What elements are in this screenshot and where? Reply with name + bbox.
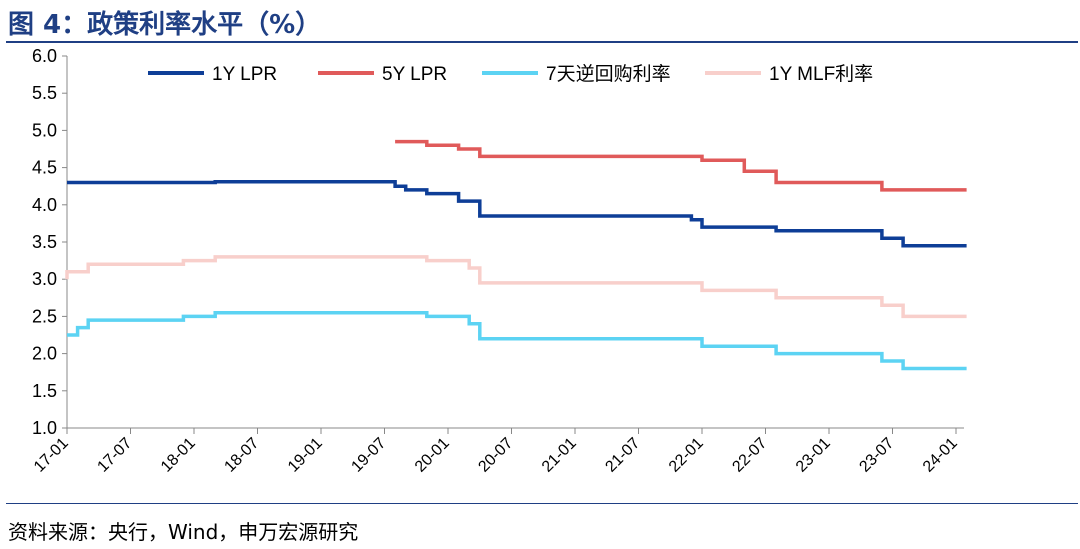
series-line [67,310,967,371]
x-tick-label: 22-01 [666,435,707,476]
x-tick-label: 20-07 [475,435,516,476]
x-tick-label: 23-01 [793,435,834,476]
y-tick-label: 1.5 [32,381,57,401]
y-tick-label: 5.0 [32,120,57,140]
figure-title: 图 4：政策利率水平（%） [8,10,322,40]
x-tick-label: 19-07 [348,435,389,476]
series-line [67,179,967,248]
legend-label: 7天逆回购利率 [546,63,671,85]
x-tick-label: 21-01 [539,435,580,476]
bottom-divider [6,503,1078,504]
x-tick-label: 18-01 [158,435,199,476]
x-tick-label: 24-01 [920,435,961,476]
series-line [395,139,967,192]
chart-axes: 1.0 1.5 2.0 2.5 3.0 3.5 4.0 4.5 5.0 5.5 6.0 17-01 17… [31,46,964,476]
x-tick-label: 19-01 [285,435,326,476]
y-tick-label: 3.5 [32,232,57,252]
legend-label: 5Y LPR [382,64,447,85]
y-tick-label: 4.5 [32,158,57,178]
y-tick-label: 2.5 [32,306,57,326]
source-note: 资料来源：央行，Wind，申万宏源研究 [8,520,359,544]
x-tick-label: 18-07 [221,435,262,476]
x-tick-label: 22-07 [729,435,770,476]
x-tick-label: 21-07 [602,435,643,476]
legend-label: 1Y MLF利率 [769,63,873,85]
y-tick-label: 6.0 [32,46,57,66]
series-line [65,255,967,319]
y-tick-label: 1.0 [32,418,57,438]
chart-legend: 1Y LPR 5Y LPR 7天逆回购利率 1Y MLF利率 [148,63,873,85]
y-tick-label: 4.0 [32,195,57,215]
x-tick-label: 23-07 [856,435,897,476]
x-tick-label: 20-01 [412,435,453,476]
y-tick-label: 2.0 [32,344,57,364]
y-tick-label: 3.0 [32,269,57,289]
x-tick-label: 17-01 [31,435,72,476]
chart-series [65,139,967,371]
y-tick-label: 5.5 [32,83,57,103]
top-divider [6,41,1078,43]
x-tick-label: 17-07 [94,435,135,476]
legend-label: 1Y LPR [212,64,277,85]
